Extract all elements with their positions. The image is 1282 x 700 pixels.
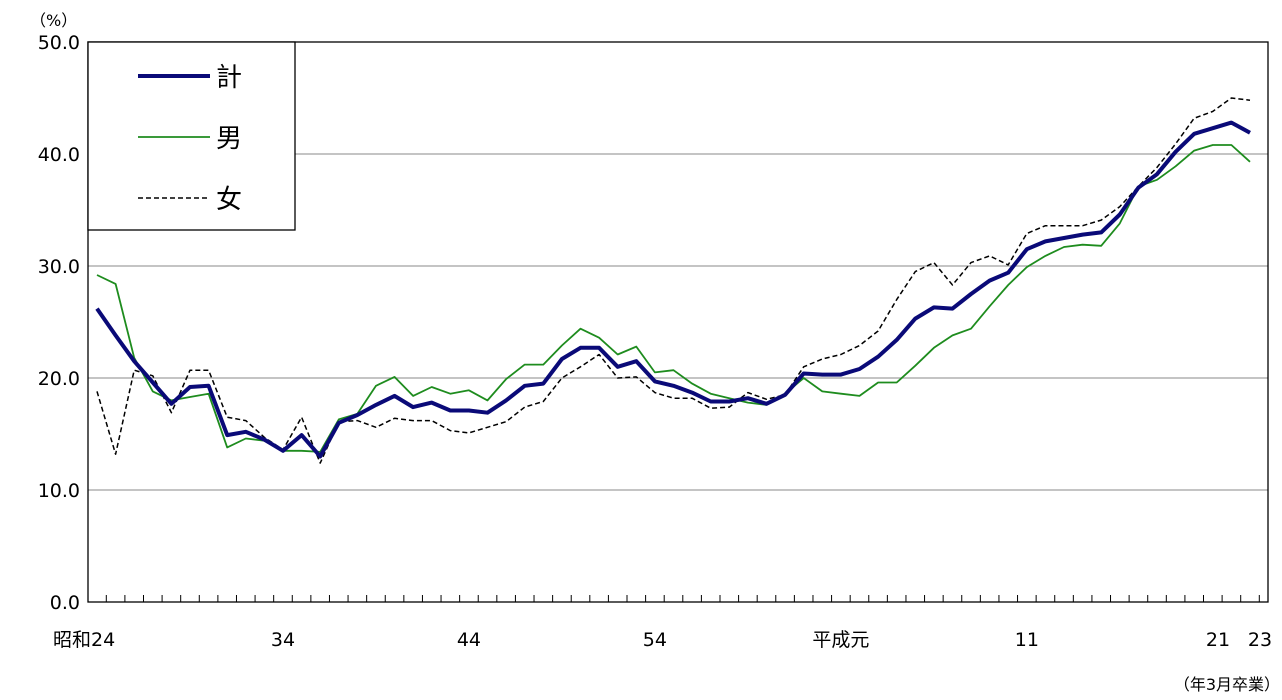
x-tick-label: 平成元 (812, 629, 869, 651)
x-tick-label: 11 (1015, 629, 1039, 651)
y-unit-label: （%） (30, 11, 77, 30)
y-tick-label: 30.0 (38, 256, 80, 278)
x-tick-label: 21 (1206, 629, 1230, 651)
y-tick-label: 50.0 (38, 32, 80, 54)
y-tick-label: 0.0 (50, 592, 80, 614)
y-tick-label: 40.0 (38, 144, 80, 166)
x-tick-label: 昭和24 (53, 629, 115, 651)
y-tick-label: 20.0 (38, 368, 80, 390)
legend-label: 男 (216, 124, 242, 154)
x-tick-label: 34 (271, 629, 295, 651)
series-line-total (95, 120, 1251, 459)
legend: 計男女 (87, 41, 296, 231)
x-unit-label: （年3月卒業） (1174, 675, 1280, 694)
legend-label: 女 (216, 185, 242, 215)
x-tick-label: 23 (1248, 629, 1272, 651)
x-tick-label: 54 (643, 629, 667, 651)
axes (87, 41, 1269, 603)
y-tick-label: 10.0 (38, 480, 80, 502)
tick-labels: 0.0 10.0 20.0 30.0 40.0 50.0 昭和24 34 44 54 平成元 11 21… (30, 11, 1280, 694)
series-line-male (96, 144, 1251, 453)
legend-box (87, 41, 296, 231)
x-tick-label: 44 (457, 629, 481, 651)
plot-frame (87, 41, 1269, 603)
legend-label: 計 (216, 63, 242, 93)
series-lines (95, 97, 1251, 464)
